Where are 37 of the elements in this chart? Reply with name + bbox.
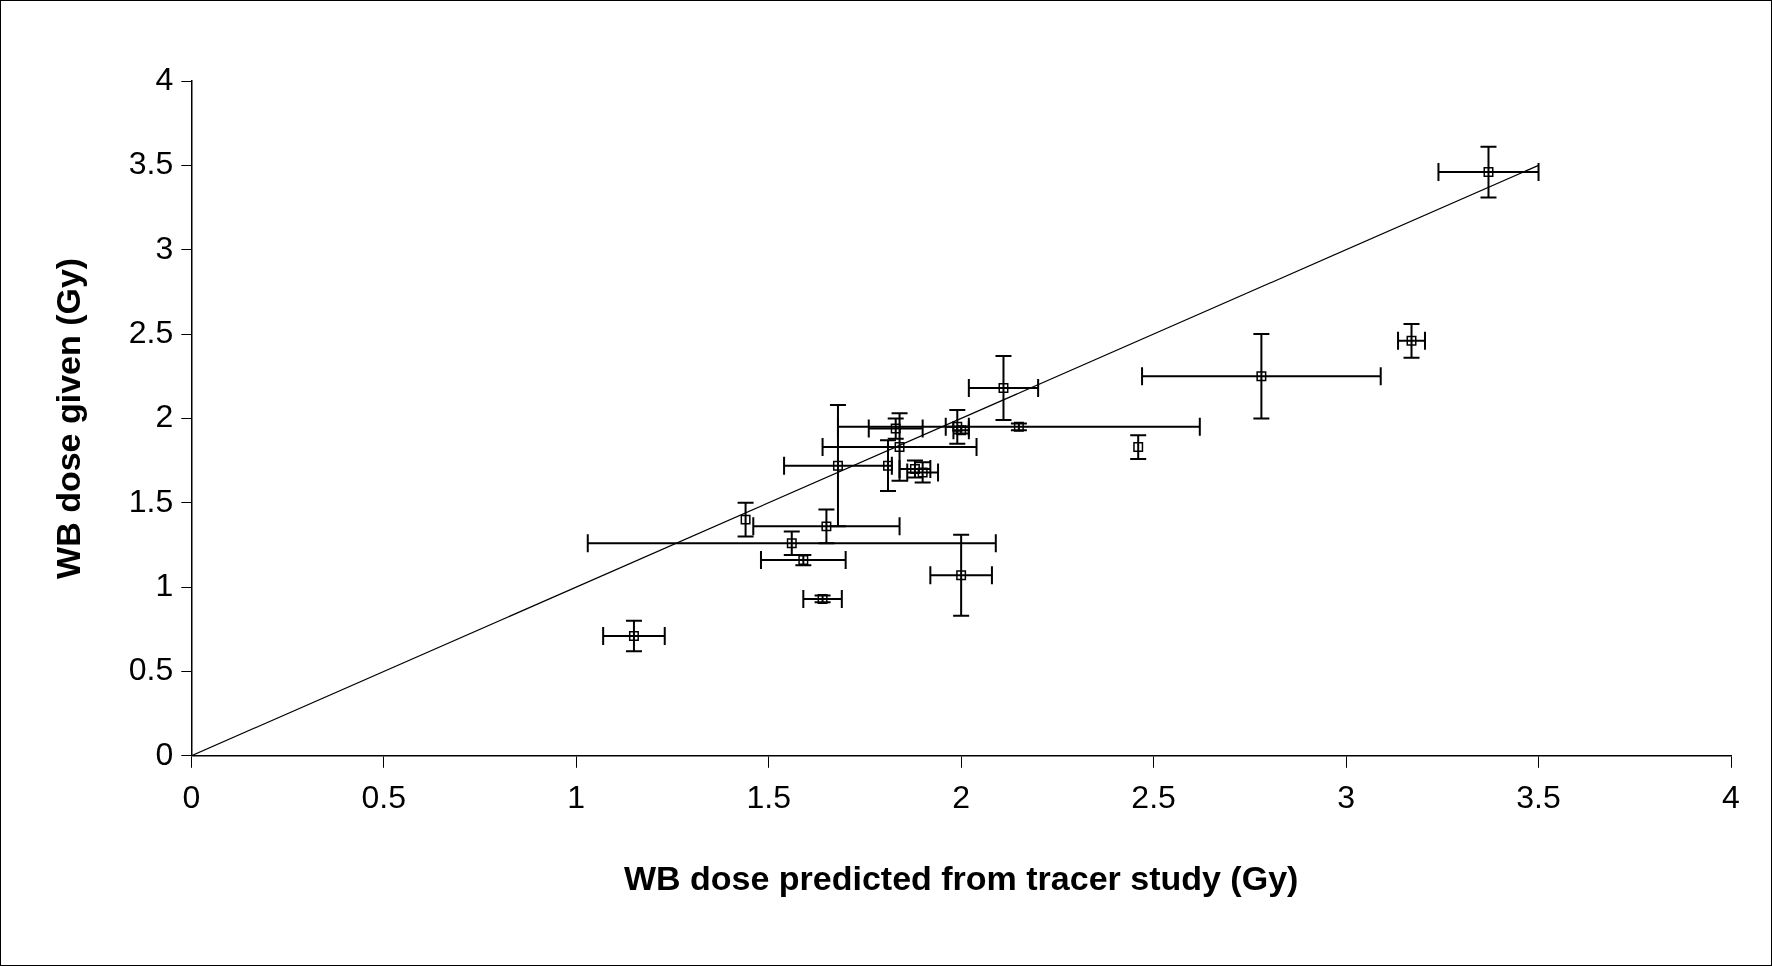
x-tick-label: 2 (952, 778, 971, 815)
point (628, 631, 639, 642)
y-tick-label: 1.5 (128, 482, 174, 519)
y-tick-label: 0.5 (128, 651, 174, 688)
x-axis-title: WB dose predicted from tracer study (Gy) (623, 858, 1299, 897)
x-tick-label: 1 (567, 778, 586, 815)
x-tick-label: 0 (182, 778, 201, 815)
y-tick-label: 0 (155, 735, 174, 772)
point (890, 423, 901, 434)
y-tick-label: 2.5 (128, 313, 174, 350)
point (740, 514, 751, 525)
point (1483, 167, 1494, 178)
x-tick-label: 4 (1722, 778, 1740, 815)
point (917, 467, 928, 478)
y-tick-label: 2 (155, 398, 174, 435)
y-tick-label: 3.5 (128, 145, 174, 182)
point (883, 460, 893, 471)
point (1133, 442, 1144, 453)
x-tick-label: 0.5 (361, 778, 406, 815)
point (952, 421, 963, 432)
point (1406, 335, 1417, 346)
x-tick-label: 3 (1337, 778, 1355, 815)
x-tick-label: 3.5 (1516, 778, 1561, 815)
y-tick-label: 4 (155, 60, 174, 97)
x-tick-label: 2.5 (1131, 778, 1176, 815)
y-tick-label: 3 (155, 229, 174, 266)
point (821, 521, 832, 532)
point (832, 460, 843, 471)
x-tick-label: 1.5 (746, 778, 791, 815)
point (894, 442, 905, 453)
point (956, 570, 967, 581)
y-tick-label: 1 (155, 566, 174, 603)
y-axis-title: WB dose given (Gy) (48, 257, 87, 579)
point (786, 538, 797, 549)
point (998, 383, 1009, 394)
point (1013, 421, 1024, 432)
point (1256, 371, 1267, 382)
